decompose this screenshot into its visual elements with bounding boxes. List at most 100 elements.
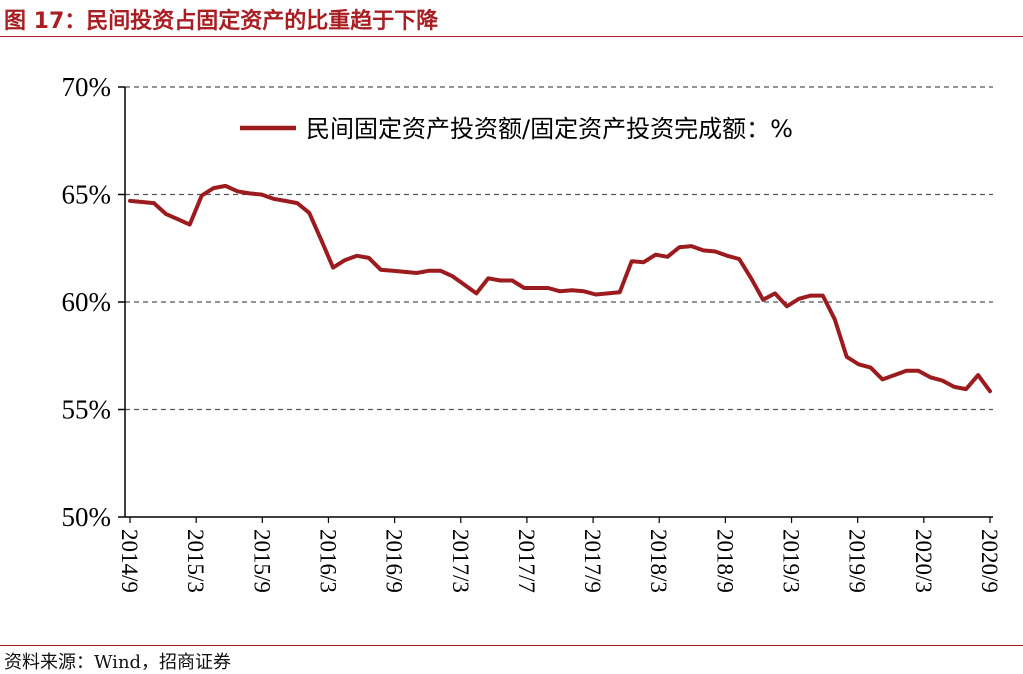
x-tick-label: 2016/9 <box>382 529 407 593</box>
data-point <box>594 293 597 296</box>
data-point <box>642 261 645 264</box>
data-point <box>976 373 980 377</box>
data-point <box>881 378 884 381</box>
data-point <box>308 211 311 214</box>
data-point <box>666 255 669 258</box>
y-tick-label: 65% <box>62 180 112 210</box>
data-point <box>690 244 693 248</box>
data-point <box>869 366 872 369</box>
data-point <box>726 254 729 257</box>
x-tick-label: 2019/3 <box>779 529 804 593</box>
data-point <box>905 369 908 372</box>
data-point <box>343 258 347 262</box>
data-point <box>821 294 824 297</box>
x-tick-label: 2017/7 <box>514 529 539 593</box>
x-tick-label: 2016/3 <box>315 529 340 593</box>
data-point <box>212 186 215 190</box>
x-tick-label: 2014/9 <box>117 529 142 593</box>
data-point <box>224 184 227 188</box>
data-point <box>152 201 156 205</box>
data-point <box>845 355 848 358</box>
x-tick-label: 2020/3 <box>911 529 936 593</box>
data-point <box>439 269 442 272</box>
data-point <box>391 269 394 272</box>
y-tick-label: 60% <box>62 287 112 317</box>
data-point <box>499 279 502 282</box>
x-tick-label: 2017/3 <box>448 529 473 593</box>
data-point <box>941 379 944 382</box>
data-point <box>415 271 418 275</box>
x-tick-label: 2015/9 <box>249 529 274 593</box>
y-tick-label: 70% <box>62 72 112 102</box>
data-point <box>200 194 203 197</box>
data-point <box>797 297 801 300</box>
data-point <box>284 199 287 203</box>
y-tick-labels: 50% 55% 60% 65% 70% <box>62 72 112 532</box>
data-point <box>546 286 550 290</box>
figure-title: 图 17：民间投资占固定资产的比重趋于下降 <box>4 9 439 34</box>
x-tick-label: 2020/9 <box>977 529 1002 593</box>
x-tick-label: 2018/3 <box>646 529 671 593</box>
data-point <box>463 283 466 286</box>
line-chart: 50% 55% 60% 65% 70% 2014/9 2015/3 2015/9 2016/3… <box>62 72 1003 593</box>
axes <box>118 86 993 523</box>
data-point <box>534 286 538 290</box>
data-point <box>128 199 132 203</box>
series <box>128 183 992 394</box>
data-point <box>475 292 478 295</box>
data-point <box>319 238 323 241</box>
y-tick-label: 55% <box>62 395 112 425</box>
data-point <box>487 277 490 280</box>
legend-label: 民间固定资产投资额/固定资产投资完成额：% <box>306 115 793 143</box>
data-point <box>630 260 633 263</box>
data-point <box>355 254 359 257</box>
data-point <box>809 294 812 297</box>
x-tick-label: 2019/9 <box>845 529 870 593</box>
data-point <box>761 298 765 301</box>
data-point <box>606 292 609 295</box>
data-point <box>176 218 179 221</box>
y-tick-label: 50% <box>62 502 112 532</box>
data-point <box>164 212 167 216</box>
data-point <box>857 363 860 366</box>
data-point <box>773 292 777 295</box>
data-point <box>749 277 753 280</box>
data-point <box>260 193 263 196</box>
data-point <box>582 290 586 293</box>
data-point <box>331 266 335 269</box>
data-point <box>451 275 454 278</box>
data-point <box>702 249 705 252</box>
data-point <box>714 250 717 253</box>
data-point <box>236 190 239 193</box>
source-note: 资料来源：Wind，招商证券 <box>4 652 232 673</box>
data-point <box>988 390 992 393</box>
data-point <box>140 200 144 204</box>
data-point <box>738 257 741 261</box>
data-point <box>893 373 896 377</box>
title-divider <box>0 36 1023 37</box>
x-tick-label: 2015/3 <box>183 529 208 593</box>
gridlines <box>125 86 993 411</box>
data-point <box>654 253 657 256</box>
legend: 民间固定资产投资额/固定资产投资完成额：% <box>240 115 793 143</box>
data-point <box>272 197 275 200</box>
data-point <box>618 291 621 294</box>
data-point <box>964 387 968 391</box>
data-point <box>929 376 932 379</box>
data-point <box>833 318 836 321</box>
footer-divider <box>0 645 1023 646</box>
data-point <box>523 286 526 290</box>
data-point <box>917 369 920 372</box>
x-tick-labels: 2014/9 2015/3 2015/9 2016/3 2016/9 2017/3 2017… <box>117 529 1002 593</box>
x-tick-label: 2018/9 <box>712 529 737 593</box>
data-point <box>953 385 956 389</box>
data-point <box>188 223 191 226</box>
data-point <box>511 279 514 282</box>
data-point <box>248 192 251 195</box>
series-line <box>128 183 992 394</box>
data-point <box>367 256 371 260</box>
data-point <box>427 269 430 272</box>
data-point <box>570 289 574 292</box>
data-point <box>379 268 382 271</box>
data-point <box>558 290 562 293</box>
